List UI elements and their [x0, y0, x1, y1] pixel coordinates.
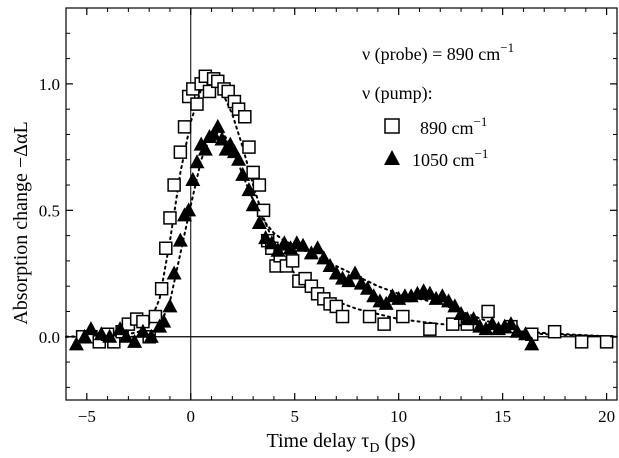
- y-axis-title: Absorption change −ΔαL: [10, 121, 32, 324]
- data-point-square-58: [574, 335, 589, 349]
- x-tick-label: 0: [187, 407, 196, 426]
- data-point-triangle-18: [189, 154, 205, 169]
- data-point-triangle-16: [181, 202, 197, 217]
- fit-curve-1: [65, 82, 618, 338]
- data-point-square-12: [159, 241, 173, 256]
- data-point-triangle-46: [341, 273, 357, 288]
- x-tick-label: 10: [390, 407, 407, 426]
- data-point-square-52: [445, 317, 460, 331]
- x-tick-label: −5: [78, 407, 96, 426]
- data-point-triangle-49: [359, 280, 375, 295]
- x-axis-title: Time delay τD (ps): [266, 430, 415, 456]
- data-point-triangle-5: [112, 321, 128, 336]
- data-point-triangle-12: [162, 298, 178, 313]
- plot-frame: [65, 7, 618, 401]
- data-point-square-48: [362, 309, 377, 324]
- legend-label-1050: 1050 cm−1: [412, 146, 488, 170]
- legend: ν (probe) = 890 cm−1 ν (pump): 890 cm−1 …: [362, 40, 514, 170]
- data-point-square-59: [599, 335, 614, 349]
- data-point-triangle-4: [102, 328, 118, 343]
- data-point-triangle-47: [347, 265, 363, 280]
- ticks: −5 0 5 10 15 20 0.0 0.5 1.0: [39, 8, 617, 426]
- data-point-triangle-52: [378, 295, 394, 310]
- data-point-triangle-20: [197, 141, 213, 156]
- data-point-triangle-14: [172, 232, 188, 247]
- data-point-triangle-42: [316, 250, 332, 265]
- data-point-triangle-34: [264, 235, 280, 250]
- data-point-square-14: [167, 178, 181, 192]
- data-point-square-31: [246, 165, 260, 180]
- x-tick-label: 5: [290, 407, 299, 426]
- data-point-square-49: [377, 317, 391, 331]
- data-point-triangle-7: [127, 333, 143, 348]
- data-point-square-15: [173, 145, 188, 159]
- data-point-triangle-63: [447, 298, 463, 313]
- data-point-triangle-22: [206, 126, 222, 141]
- legend-marker-filled-triangle: [384, 150, 400, 165]
- data-point-square-19: [190, 97, 204, 111]
- data-point-square-13: [163, 211, 177, 225]
- legend-label-890: 890 cm−1: [420, 114, 487, 138]
- data-point-square-29: [238, 109, 252, 124]
- y-tick-label: 0.0: [39, 328, 60, 347]
- legend-probe-line: ν (probe) = 890 cm−1: [362, 40, 514, 65]
- data-point-triangle-75: [524, 336, 540, 351]
- y-tick-label: 1.0: [39, 75, 60, 94]
- data-point-square-54: [481, 304, 495, 319]
- legend-marker-open-square: [384, 118, 400, 134]
- data-point-triangle-35: [270, 242, 286, 257]
- data-point-square-47: [335, 309, 350, 324]
- data-point-triangle-24: [214, 131, 230, 146]
- data-point-triangle-0: [68, 336, 84, 351]
- y-tick-label: 0.5: [39, 201, 60, 220]
- data-point-square-30: [242, 140, 256, 154]
- data-point-triangle-72: [503, 316, 519, 331]
- data-point-triangle-31: [245, 197, 261, 212]
- data-point-square-39: [285, 254, 300, 268]
- data-point-square-51: [423, 322, 437, 336]
- x-tick-label: 20: [598, 407, 615, 426]
- data-point-triangle-30: [241, 182, 257, 197]
- data-point-square-50: [396, 309, 410, 324]
- x-tick-label: 15: [494, 407, 511, 426]
- data-point-triangle-23: [210, 118, 226, 133]
- data-point-triangle-28: [231, 151, 247, 166]
- data-point-triangle-39: [295, 237, 311, 252]
- data-point-triangle-43: [322, 257, 338, 272]
- data-point-triangle-74: [518, 326, 534, 341]
- data-point-triangle-1: [77, 328, 93, 343]
- data-point-triangle-6: [118, 328, 134, 343]
- data-point-triangle-29: [235, 166, 251, 181]
- data-point-triangle-66: [466, 311, 482, 326]
- data-point-triangle-2: [83, 321, 99, 336]
- data-point-triangle-9: [143, 328, 159, 343]
- data-point-triangle-11: [156, 313, 172, 328]
- data-point-triangle-32: [251, 214, 267, 229]
- fit-curves: [65, 82, 618, 338]
- data-point-square-11: [154, 281, 169, 296]
- data-point-triangle-8: [135, 323, 151, 338]
- data-point-triangle-17: [185, 171, 201, 186]
- data-point-square-57: [547, 324, 562, 339]
- data-point-square-32: [252, 178, 267, 192]
- data-points: [68, 69, 614, 351]
- data-point-triangle-13: [166, 265, 182, 280]
- legend-pump-heading: ν (pump):: [362, 83, 433, 104]
- data-point-square-16: [177, 120, 192, 134]
- data-point-triangle-3: [93, 326, 109, 341]
- data-point-square-10: [148, 309, 163, 324]
- data-point-triangle-73: [509, 323, 525, 338]
- data-point-triangle-41: [310, 240, 326, 255]
